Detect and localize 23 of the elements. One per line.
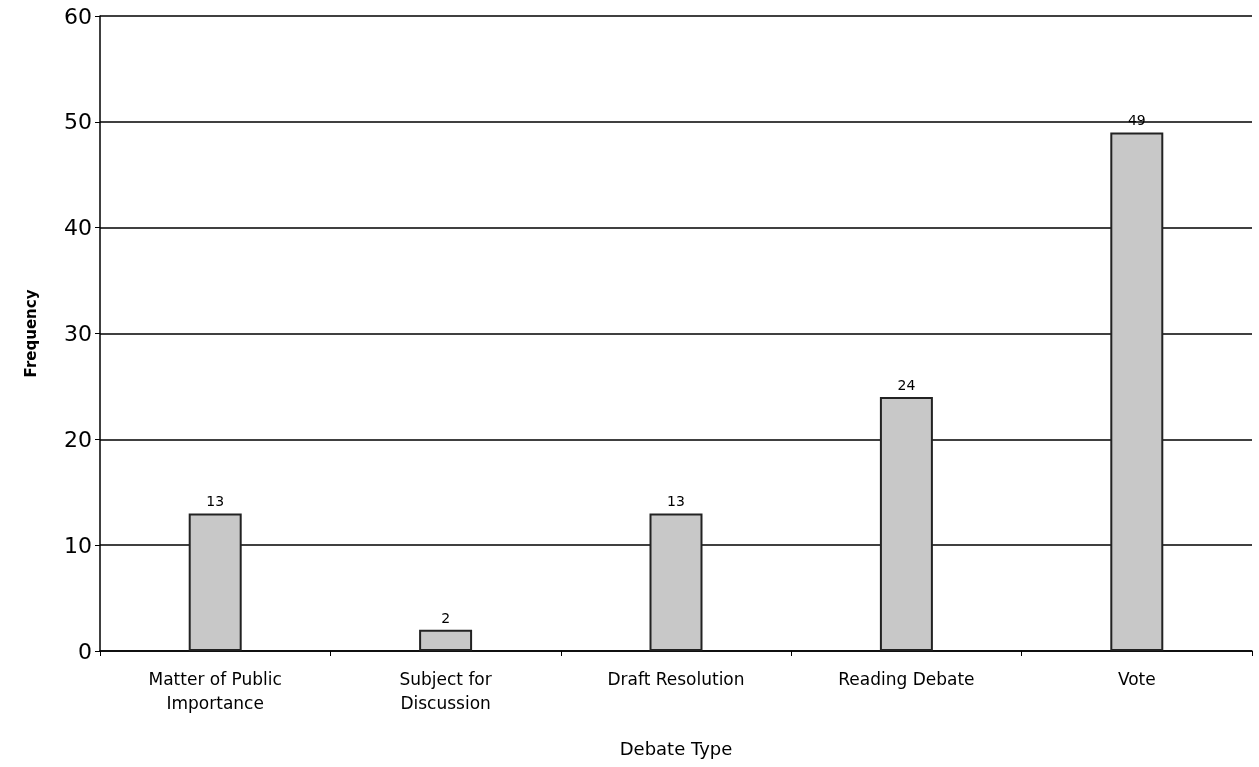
bar (419, 629, 473, 651)
bar (879, 397, 933, 651)
data-label: 13 (206, 493, 225, 510)
y-tick-label: 60 (64, 3, 92, 29)
x-tick-label: Subject for Discussion (399, 669, 492, 713)
data-label: 13 (667, 493, 685, 510)
y-tick-label: 0 (78, 638, 92, 664)
x-tick-label: Reading Debate (838, 669, 975, 689)
bar (649, 513, 703, 651)
x-tick-label: Draft Resolution (607, 669, 745, 689)
bar (188, 513, 242, 651)
y-tick-label: 20 (64, 426, 92, 452)
data-label: 24 (897, 377, 916, 393)
x-axis-title: Debate Type (619, 737, 733, 759)
x-tick-label: Matter of Public Importance (148, 669, 282, 713)
y-tick-label: 10 (64, 532, 92, 558)
y-tick-label: 40 (64, 215, 92, 241)
y-tick-label: 50 (64, 109, 92, 135)
y-tick-label: 30 (64, 321, 92, 346)
data-label: 2 (441, 609, 451, 626)
bar (1110, 132, 1164, 651)
y-axis-title: Frequency (21, 289, 40, 378)
x-tick-label: Vote (1117, 669, 1156, 689)
